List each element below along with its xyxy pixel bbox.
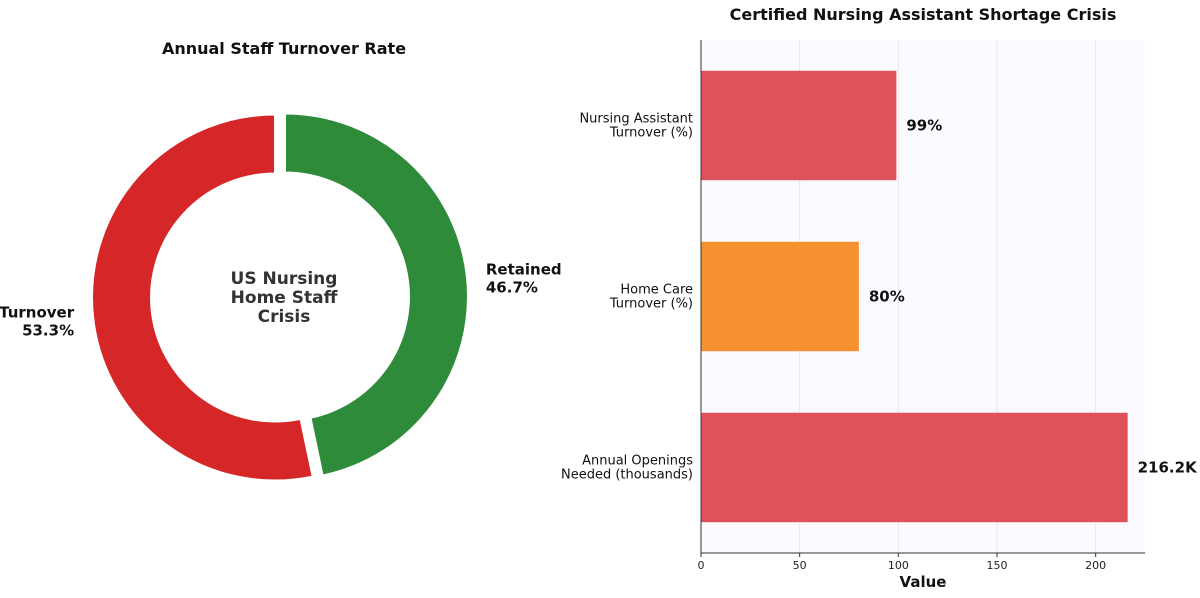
donut-value-retained: 46.7% bbox=[486, 279, 538, 297]
donut-center-text: Home Staff bbox=[231, 288, 338, 308]
x-axis-label: Value bbox=[900, 573, 947, 591]
donut-label-turnover: Turnover bbox=[0, 303, 75, 321]
bar-value-label: 216.2K bbox=[1138, 459, 1198, 477]
x-tick-label: 0 bbox=[698, 559, 705, 572]
donut-label-retained: Retained bbox=[486, 261, 562, 279]
x-tick-label: 50 bbox=[793, 559, 807, 572]
y-category-label: Turnover (%) bbox=[609, 297, 693, 312]
donut-slice-retained bbox=[283, 112, 469, 477]
y-category-label: Nursing Assistant bbox=[579, 112, 693, 127]
y-category-label: Turnover (%) bbox=[609, 126, 693, 141]
y-category-label: Home Care bbox=[620, 283, 693, 298]
donut-center-text: US Nursing bbox=[231, 269, 338, 289]
donut-value-turnover: 53.3% bbox=[22, 321, 74, 339]
bar bbox=[701, 241, 859, 352]
x-tick-label: 150 bbox=[987, 559, 1008, 572]
bar bbox=[701, 412, 1128, 523]
x-tick-label: 100 bbox=[888, 559, 909, 572]
donut-center-text: Crisis bbox=[258, 307, 311, 327]
bar-value-label: 99% bbox=[906, 117, 942, 135]
donut-title: Annual Staff Turnover Rate bbox=[162, 39, 406, 58]
bar-value-label: 80% bbox=[869, 288, 905, 306]
bar bbox=[701, 70, 897, 181]
y-category-label: Annual Openings bbox=[582, 454, 693, 469]
bar-title: Certified Nursing Assistant Shortage Cri… bbox=[730, 5, 1117, 24]
y-category-label: Needed (thousands) bbox=[561, 468, 693, 483]
donut-slice-turnover bbox=[91, 113, 314, 482]
x-tick-label: 200 bbox=[1085, 559, 1106, 572]
